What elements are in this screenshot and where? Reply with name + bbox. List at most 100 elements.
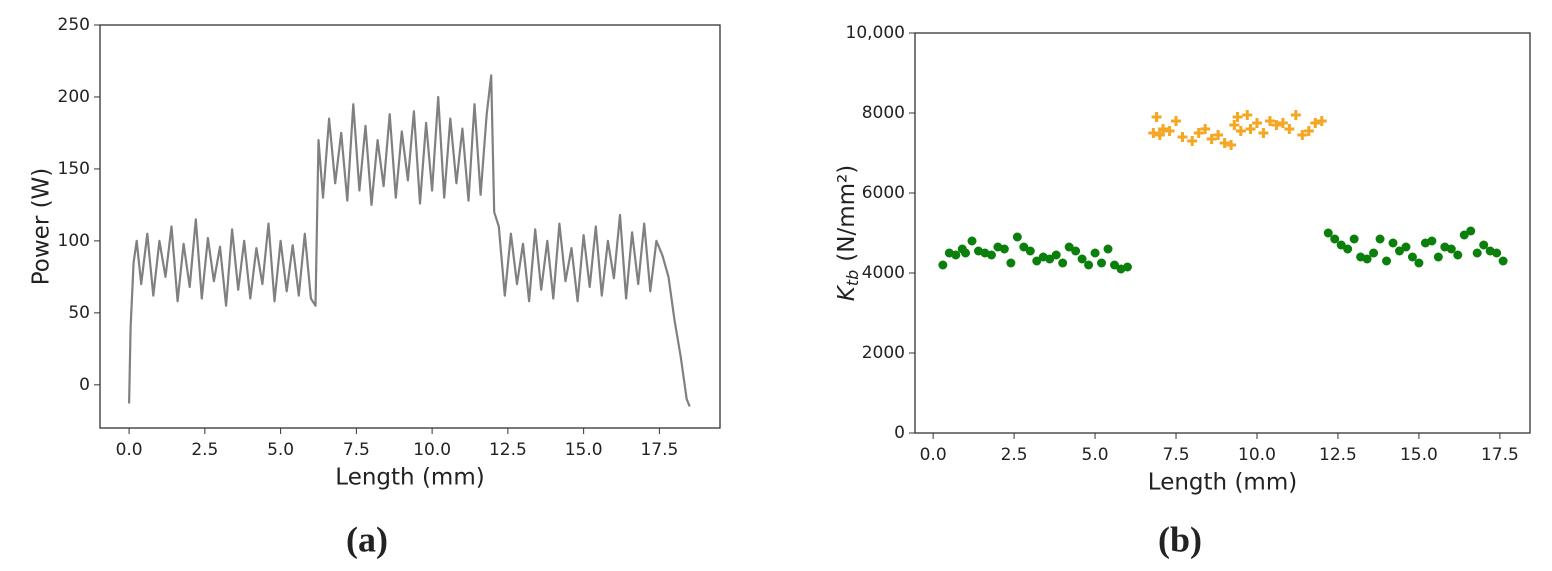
point <box>1453 250 1463 260</box>
point <box>1459 230 1469 240</box>
point <box>1012 232 1022 242</box>
point <box>1336 240 1346 250</box>
x-tick-label: 0.0 <box>116 440 143 460</box>
point <box>1492 248 1502 258</box>
subplot: 0.0 2.5 5.0 7.5 10.0 12.5 15.0 17.5 0 2000 4000 600… <box>834 23 1531 559</box>
point <box>1375 234 1385 244</box>
x-tick-label: 7.5 <box>343 440 370 460</box>
point <box>1058 258 1068 268</box>
point <box>1235 126 1246 136</box>
point <box>1446 244 1456 254</box>
point <box>1103 244 1113 254</box>
x-tick-label: 5.0 <box>267 440 294 460</box>
point <box>1154 130 1165 140</box>
subplot: 0.0 2.5 5.0 7.5 10.0 12.5 15.0 17.5 0 50 100 150 200… <box>29 15 721 559</box>
point <box>1213 130 1224 140</box>
point <box>1200 124 1211 134</box>
x-tick-label: 2.5 <box>191 440 218 460</box>
y-tick-label: 0 <box>79 375 90 395</box>
point <box>999 244 1009 254</box>
point <box>1369 248 1379 258</box>
x-tick-label: 5.0 <box>1082 445 1109 465</box>
point <box>1466 226 1476 236</box>
x-tick-label: 17.5 <box>1481 445 1519 465</box>
point <box>1264 116 1275 126</box>
point <box>1303 126 1314 136</box>
point <box>1362 254 1372 264</box>
point <box>1177 132 1188 142</box>
point <box>1258 128 1269 138</box>
point <box>1077 254 1087 264</box>
point <box>1187 136 1198 146</box>
point <box>1433 252 1443 262</box>
y-tick-label: 8000 <box>862 103 905 123</box>
point <box>1414 258 1424 268</box>
point <box>1019 242 1029 252</box>
point <box>1232 112 1243 122</box>
point <box>1394 246 1404 256</box>
point <box>1427 236 1437 246</box>
caption: (a) <box>346 519 388 559</box>
point <box>1226 140 1237 150</box>
x-tick-label: 7.5 <box>1163 445 1190 465</box>
power-line <box>128 74 691 407</box>
point <box>1025 246 1035 256</box>
point <box>1330 234 1340 244</box>
point <box>1479 240 1489 250</box>
point <box>1032 256 1042 266</box>
point <box>986 250 996 260</box>
y-tick-label: 250 <box>58 15 90 35</box>
y-tick-label: 4000 <box>862 263 905 283</box>
point <box>1245 124 1256 134</box>
point <box>1284 124 1295 134</box>
point <box>1323 228 1333 238</box>
point <box>1349 234 1359 244</box>
point <box>938 260 948 270</box>
y-tick-label: 50 <box>68 303 90 323</box>
point <box>1242 110 1253 120</box>
point <box>1219 138 1230 148</box>
y-label-subscript: tb <box>843 270 862 286</box>
plot-frame <box>914 32 1531 434</box>
point <box>1193 128 1204 138</box>
x-tick-label: 15.0 <box>565 440 603 460</box>
x-tick-label: 17.5 <box>640 440 678 460</box>
point <box>1316 116 1327 126</box>
x-tick-label: 2.5 <box>1001 445 1028 465</box>
x-tick-label: 15.0 <box>1400 445 1438 465</box>
point <box>1097 258 1107 268</box>
point <box>1472 248 1482 258</box>
y-tick-label: 10,000 <box>846 23 905 43</box>
point <box>1171 116 1182 126</box>
x-tick-label: 12.5 <box>1319 445 1357 465</box>
y-label-unit: (N/mm²) <box>834 165 860 262</box>
point <box>1084 260 1094 270</box>
x-tick-label: 10.0 <box>413 440 451 460</box>
y-axis-label: Ktb (N/mm²) <box>834 165 862 301</box>
y-label-symbol: K <box>834 284 860 301</box>
point <box>1151 112 1162 122</box>
plot-frame <box>99 24 721 429</box>
y-tick-label: 0 <box>894 423 905 443</box>
point <box>1310 118 1321 128</box>
point <box>1251 118 1262 128</box>
point <box>1401 242 1411 252</box>
point <box>1122 262 1132 272</box>
point <box>1109 260 1119 270</box>
x-axis-label: Length (mm) <box>335 465 484 491</box>
x-tick-label: 0.0 <box>920 445 947 465</box>
point <box>1206 134 1217 144</box>
point <box>1343 244 1353 254</box>
point <box>1297 130 1308 140</box>
point <box>1498 256 1508 266</box>
point <box>1045 254 1055 264</box>
point <box>1277 118 1288 128</box>
point <box>1164 126 1175 136</box>
y-tick-label: 2000 <box>862 343 905 363</box>
caption: (b) <box>1158 519 1202 559</box>
point <box>1407 252 1417 262</box>
point <box>951 250 961 260</box>
point <box>1382 256 1392 266</box>
x-axis-label: Length (mm) <box>1148 470 1297 496</box>
